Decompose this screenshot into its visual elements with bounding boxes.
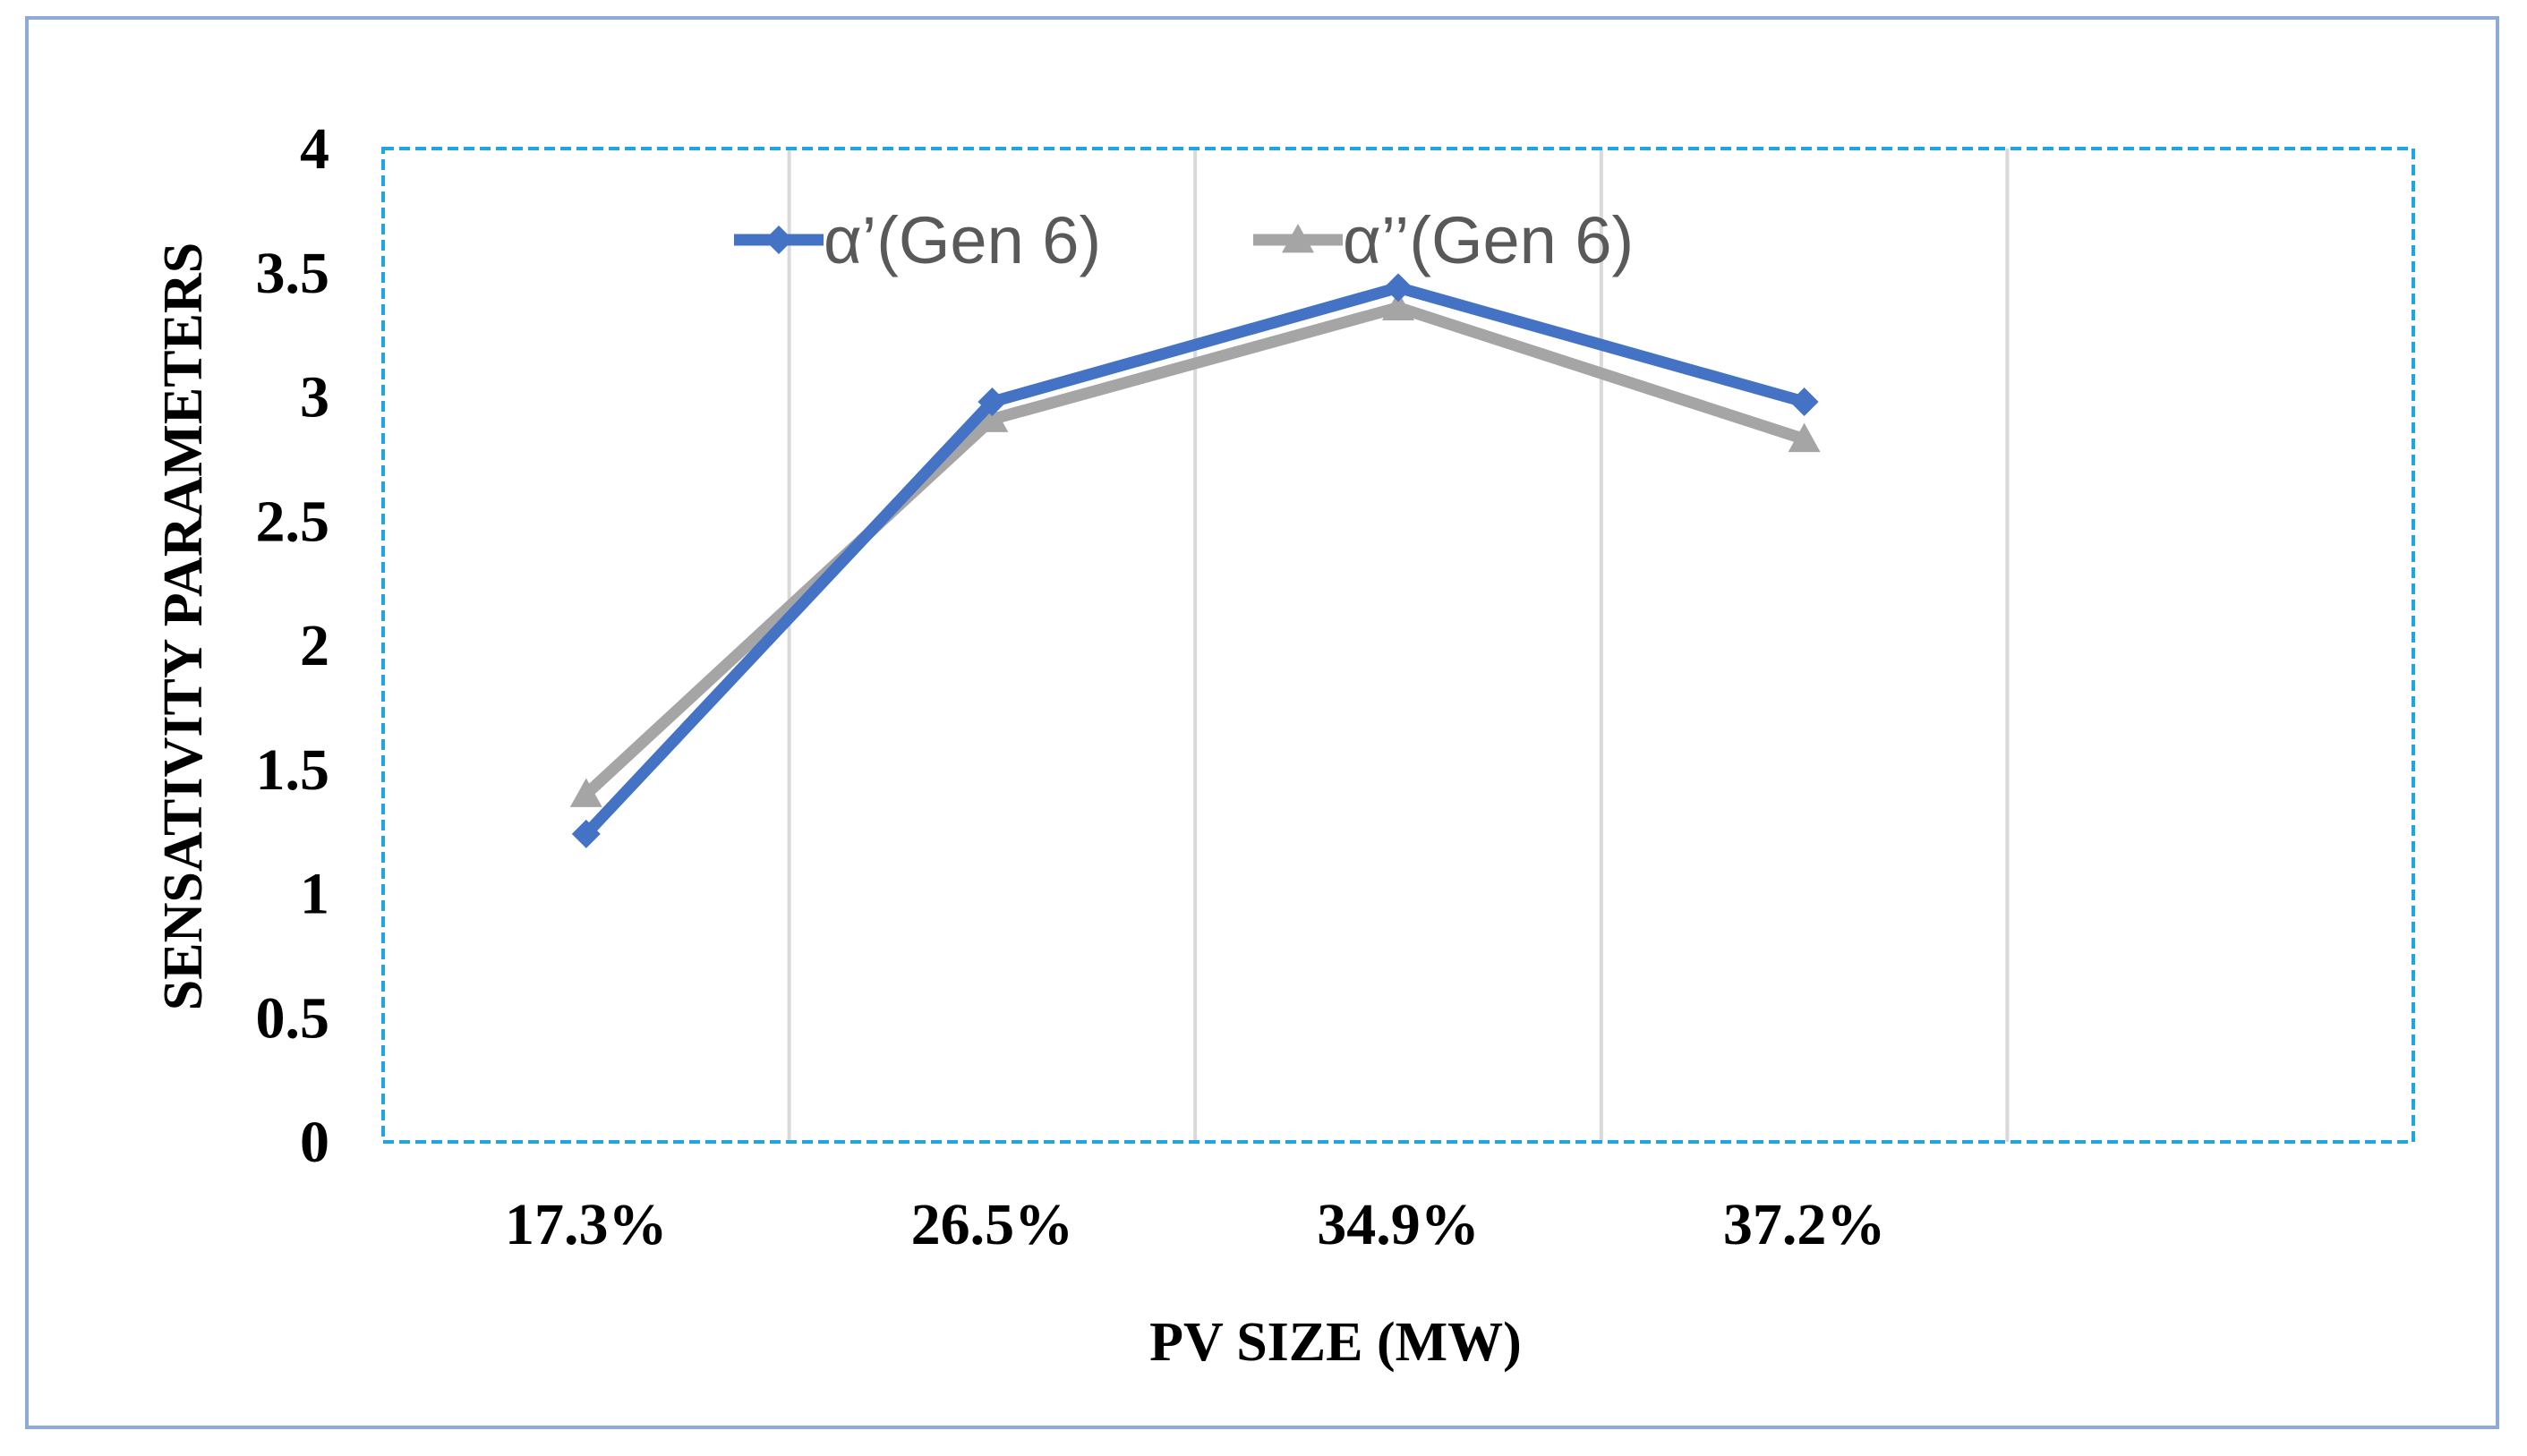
data-point-diamond: [571, 819, 601, 848]
legend-marker-diamond: [764, 226, 793, 254]
y-tick-label: 2.5: [256, 489, 330, 554]
series-1: [571, 273, 1819, 848]
y-tick-label: 2: [300, 613, 329, 678]
x-tick-label: 26.5%: [911, 1192, 1074, 1257]
data-point-diamond: [978, 387, 1007, 417]
y-tick-label: 3.5: [256, 241, 330, 306]
data-point-triangle: [569, 778, 602, 807]
legend-label: α’’(Gen 6): [1343, 203, 1634, 277]
legend-entry-2: α’’(Gen 6): [1253, 203, 1634, 277]
series-layer: [569, 273, 1821, 848]
y-tick-label: 3: [300, 365, 329, 430]
legend: α’(Gen 6) α’’(Gen 6): [734, 203, 1634, 277]
outer-frame: [25, 16, 2499, 1429]
y-tick-label: 1: [300, 862, 329, 927]
y-tick-label: 0: [300, 1110, 329, 1175]
data-point-diamond: [1384, 273, 1413, 302]
legend-label: α’(Gen 6): [824, 203, 1101, 277]
series-line: [582, 302, 1806, 799]
y-axis-ticks: 0 0.5 1 1.5 2 2.5 3 3.5 4: [256, 116, 330, 1175]
y-tick-label: 4: [300, 116, 329, 182]
data-point-triangle: [976, 403, 1009, 432]
y-tick-label: 0.5: [256, 985, 330, 1051]
gridlines: [787, 149, 2010, 1142]
legend-entry-1: α’(Gen 6): [734, 203, 1101, 277]
y-axis-title: SENSATIVITY PARAMETERS: [153, 243, 214, 1010]
series-2: [569, 291, 1821, 807]
x-axis-title: PV SIZE (MW): [1149, 1312, 1522, 1373]
legend-marker-triangle: [1282, 224, 1314, 253]
x-tick-label: 37.2%: [1723, 1192, 1886, 1257]
data-point-triangle: [1382, 291, 1414, 320]
data-point-diamond: [1789, 387, 1819, 417]
x-axis-ticks: 17.3% 26.5% 34.9% 37.2%: [505, 1192, 1885, 1257]
x-tick-label: 34.9%: [1317, 1192, 1480, 1257]
plot-area-border: [381, 147, 2415, 1144]
y-tick-label: 1.5: [256, 737, 330, 803]
x-tick-label: 17.3%: [505, 1192, 668, 1257]
series-line: [582, 281, 1806, 839]
data-point-triangle: [1788, 422, 1821, 453]
